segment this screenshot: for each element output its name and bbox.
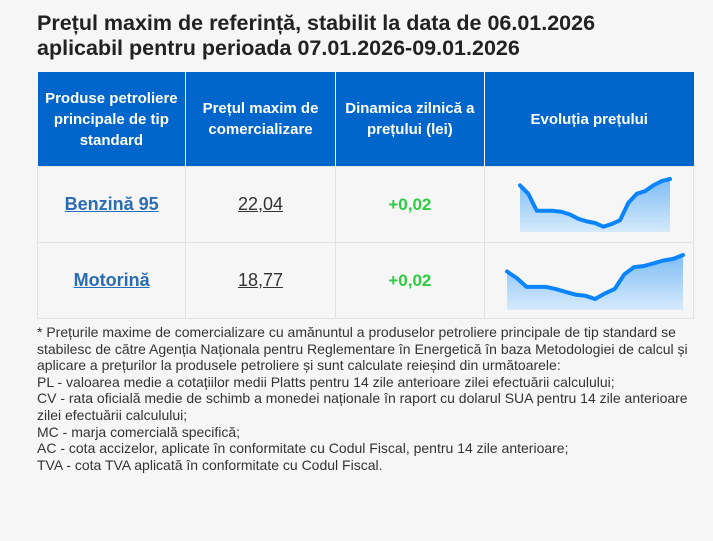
price-dynamic: +0,02: [334, 242, 485, 319]
price-link[interactable]: 22,04: [237, 194, 284, 214]
sparkline-motorina: [504, 253, 685, 310]
table-row: Motorină 18,77 +0,02: [36, 242, 695, 319]
price-dynamic: +0,02: [334, 166, 485, 243]
sparkline-benzina: [517, 177, 672, 232]
sparkline-line: [504, 253, 685, 301]
sparkline-line: [517, 177, 672, 229]
table-header-row: Produse petroliere principale de tip sta…: [37, 72, 694, 167]
sparkline-area: [506, 255, 683, 310]
table-row: Benzină 95 22,04 +0,02: [36, 166, 695, 243]
page-title: Prețul maxim de referință, stabilit la d…: [37, 11, 596, 60]
prices-table: Produse petroliere principale de tip sta…: [36, 72, 695, 319]
sparkline-area: [519, 179, 670, 232]
price-link[interactable]: 18,77: [237, 270, 284, 290]
header-evolution: Evoluția prețului: [484, 72, 694, 167]
header-products: Produse petroliere principale de tip sta…: [37, 72, 187, 167]
product-link-motorina[interactable]: Motorină: [73, 270, 150, 290]
product-link-benzina[interactable]: Benzină 95: [64, 194, 159, 214]
footnote: * Prețurile maxime de comercializare cu …: [37, 324, 688, 473]
header-dynamic: Dinamica zilnică a prețului (lei): [335, 72, 485, 167]
header-max-price: Prețul maxim de comercializare: [185, 72, 336, 167]
